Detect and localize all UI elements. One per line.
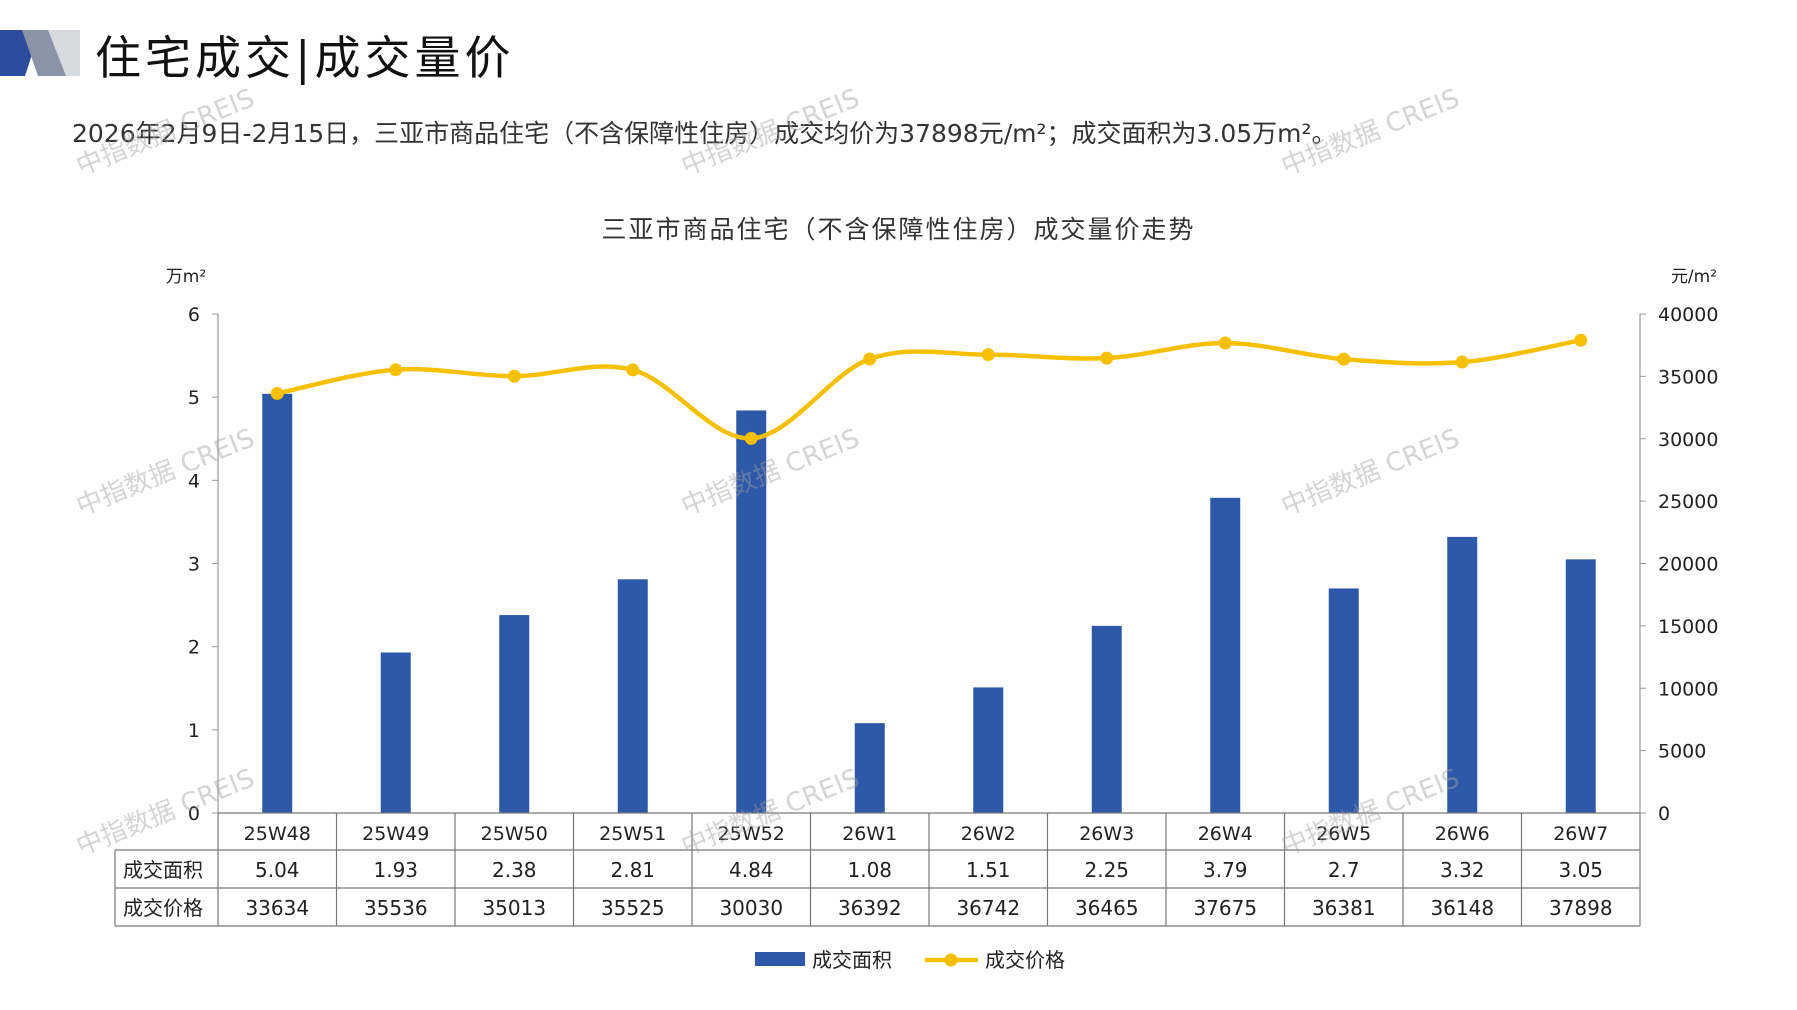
price-value-label: 35536: [364, 896, 428, 920]
bar-25W51: [617, 579, 648, 813]
bar-26W1: [854, 723, 885, 813]
bar-26W3: [1091, 625, 1122, 813]
price-point-26W3: [1100, 351, 1114, 365]
legend-label-area: 成交面积: [812, 948, 892, 972]
area-value-label: 3.79: [1203, 858, 1248, 882]
price-value-label: 35525: [601, 896, 665, 920]
price-point-26W6: [1455, 355, 1469, 369]
right-axis-tick-label: 0: [1658, 803, 1670, 825]
area-value-label: 1.08: [847, 858, 892, 882]
right-axis-tick-label: 15000: [1658, 616, 1718, 638]
right-axis-unit: 元/m²: [1671, 267, 1717, 287]
bar-26W2: [973, 687, 1004, 813]
area-value-label: 2.25: [1084, 858, 1129, 882]
price-point-26W7: [1574, 333, 1588, 347]
chart-title: 三亚市商品住宅（不含保障性住房）成交量价走势: [601, 215, 1196, 244]
area-value-label: 4.84: [729, 858, 774, 882]
price-value-label: 30030: [719, 896, 783, 920]
category-label: 26W3: [1079, 823, 1134, 845]
category-label: 25W50: [481, 823, 548, 845]
price-point-26W4: [1218, 336, 1232, 350]
category-label: 25W48: [244, 823, 311, 845]
brand-logo-icon: [0, 30, 80, 76]
price-point-25W51: [626, 363, 640, 377]
price-value-label: 36392: [838, 896, 902, 920]
area-value-label: 3.32: [1440, 858, 1485, 882]
category-label: 25W52: [718, 823, 785, 845]
table-row-header-area: 成交面积: [123, 858, 203, 882]
page-title: 住宅成交|成交量价: [95, 31, 515, 85]
category-label: 26W2: [961, 823, 1016, 845]
area-value-label: 1.93: [373, 858, 418, 882]
bar-26W5: [1328, 588, 1359, 813]
area-value-label: 3.05: [1558, 858, 1603, 882]
category-label: 26W6: [1435, 823, 1490, 845]
left-axis-tick-label: 0: [188, 803, 200, 825]
price-point-25W48: [270, 386, 284, 400]
price-value-label: 36148: [1430, 896, 1494, 920]
price-point-26W1: [863, 352, 877, 366]
legend-swatch-area: [755, 952, 805, 966]
price-value-label: 37675: [1193, 896, 1257, 920]
left-axis-tick-label: 1: [188, 720, 200, 742]
header: 住宅成交|成交量价: [0, 0, 1797, 110]
category-label: 25W51: [599, 823, 666, 845]
category-label: 26W5: [1316, 823, 1371, 845]
price-point-26W2: [981, 348, 995, 362]
price-point-25W52: [744, 431, 758, 445]
left-axis-tick-label: 6: [188, 304, 200, 326]
bar-25W49: [380, 652, 411, 813]
area-value-label: 2.81: [610, 858, 655, 882]
area-value-label: 1.51: [966, 858, 1011, 882]
price-value-label: 36742: [956, 896, 1020, 920]
category-label: 26W4: [1198, 823, 1253, 845]
price-point-25W49: [389, 363, 403, 377]
price-value-label: 36465: [1075, 896, 1139, 920]
legend-marker-price: [944, 953, 958, 967]
price-value-label: 33634: [245, 896, 309, 920]
bar-25W48: [262, 393, 293, 813]
area-value-label: 5.04: [255, 858, 300, 882]
bar-25W50: [499, 615, 530, 813]
right-axis-tick-label: 30000: [1658, 429, 1718, 451]
bar-25W52: [736, 410, 767, 813]
category-label: 26W7: [1553, 823, 1608, 845]
right-axis-tick-label: 40000: [1658, 304, 1718, 326]
right-axis-tick-label: 25000: [1658, 491, 1718, 513]
left-axis-tick-label: 4: [188, 470, 200, 492]
price-value-label: 35013: [482, 896, 546, 920]
table-row-header-price: 成交价格: [123, 896, 203, 920]
left-axis-tick-label: 5: [188, 387, 200, 409]
right-axis-tick-label: 10000: [1658, 678, 1718, 700]
category-label: 26W1: [842, 823, 897, 845]
legend-label-price: 成交价格: [985, 948, 1065, 972]
left-axis-tick-label: 2: [188, 637, 200, 659]
price-value-label: 37898: [1549, 896, 1613, 920]
category-label: 25W49: [362, 823, 429, 845]
bar-26W6: [1447, 536, 1478, 813]
area-value-label: 2.7: [1328, 858, 1360, 882]
summary-text: 2026年2月9日-2月15日，三亚市商品住宅（不含保障性住房）成交均价为378…: [72, 119, 1337, 148]
left-axis-unit: 万m²: [166, 267, 206, 287]
left-axis-tick-label: 3: [188, 554, 200, 576]
right-axis-tick-label: 5000: [1658, 741, 1706, 763]
right-axis-tick-label: 35000: [1658, 366, 1718, 388]
price-point-26W5: [1337, 352, 1351, 366]
area-value-label: 2.38: [492, 858, 537, 882]
price-line: [276, 338, 1582, 441]
bar-26W7: [1565, 559, 1596, 813]
right-axis-tick-label: 20000: [1658, 554, 1718, 576]
price-value-label: 36381: [1312, 896, 1376, 920]
price-point-25W50: [507, 369, 521, 383]
bar-26W4: [1210, 497, 1241, 813]
